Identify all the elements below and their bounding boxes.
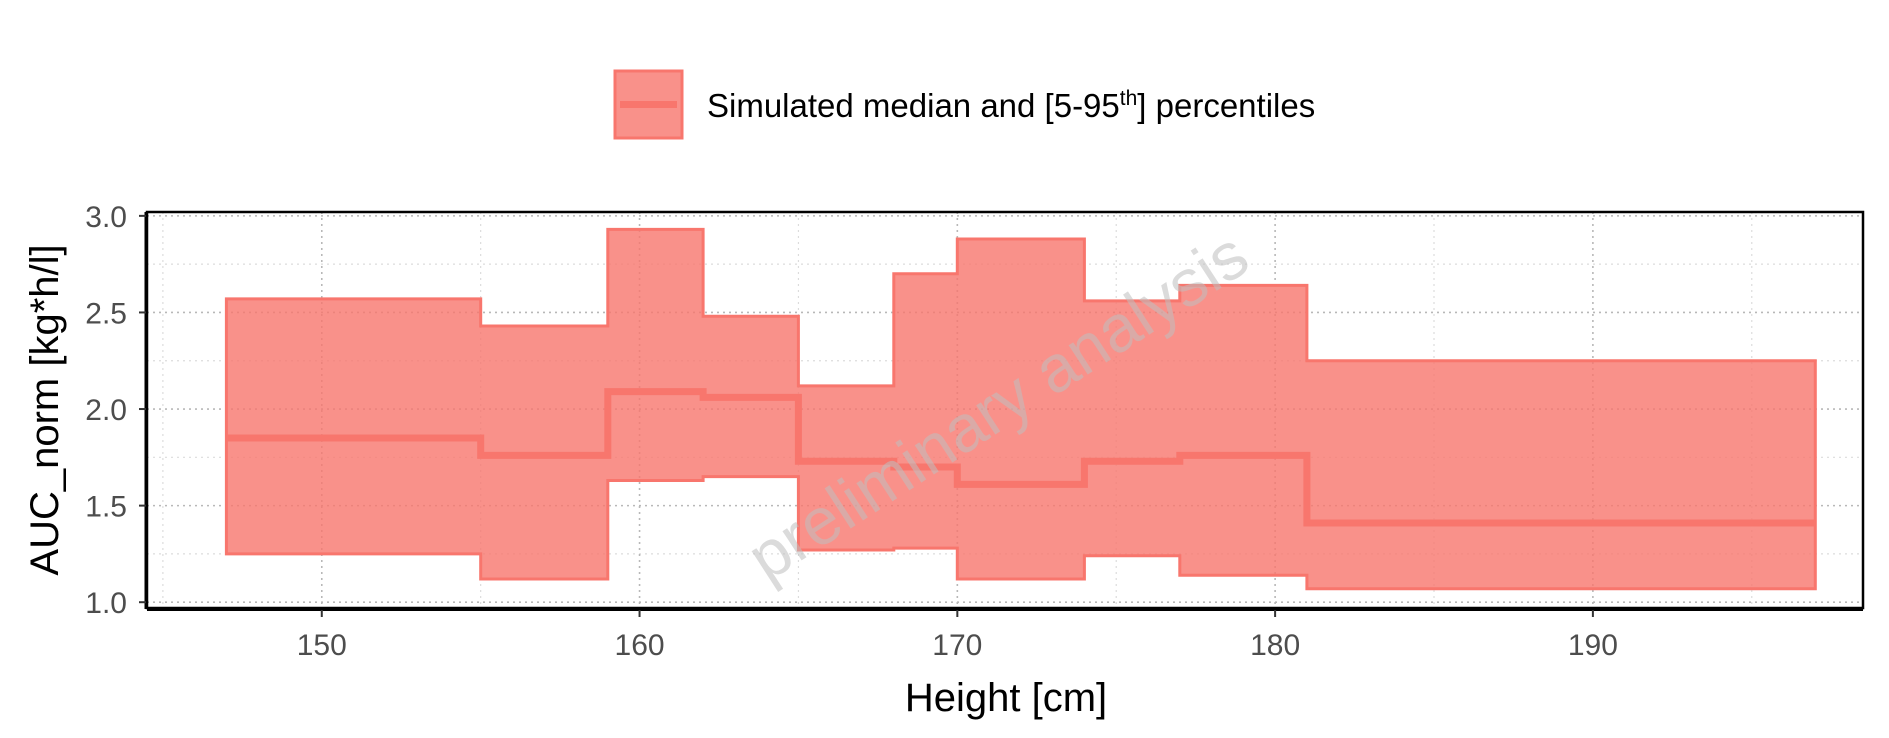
x-axis-title: Height [cm]	[905, 676, 1107, 720]
plot-panel: preliminary analysis	[144, 210, 1865, 611]
y-tick-label: 1.5	[85, 491, 127, 524]
legend-label-superscript: th	[1120, 87, 1138, 110]
x-tick-label: 190	[1568, 629, 1618, 662]
data-layer	[224, 227, 1817, 591]
y-tick-label: 2.0	[85, 394, 127, 427]
y-tick-label: 3.0	[85, 201, 127, 234]
y-tick-label: 2.5	[85, 297, 127, 330]
percentile-ribbon	[224, 227, 1817, 591]
x-tick-label: 160	[615, 629, 665, 662]
x-axis: 150 160 170 180 190	[297, 610, 1618, 662]
legend-label: Simulated median and [5-95th] percentile…	[707, 87, 1315, 124]
x-tick-label: 180	[1250, 629, 1300, 662]
y-tick-label: 1.0	[85, 587, 127, 620]
x-tick-label: 170	[932, 629, 982, 662]
median-line	[226, 388, 1816, 527]
legend-label-prefix: Simulated median and [5-95	[707, 87, 1120, 124]
legend: Simulated median and [5-95th] percentile…	[613, 69, 1315, 140]
y-axis: 1.0 1.5 2.0 2.5 3.0	[85, 201, 146, 620]
y-axis-title: AUC_norm [kg*h/l]	[23, 244, 67, 575]
legend-label-suffix: ] percentiles	[1137, 87, 1315, 124]
x-tick-label: 150	[297, 629, 347, 662]
